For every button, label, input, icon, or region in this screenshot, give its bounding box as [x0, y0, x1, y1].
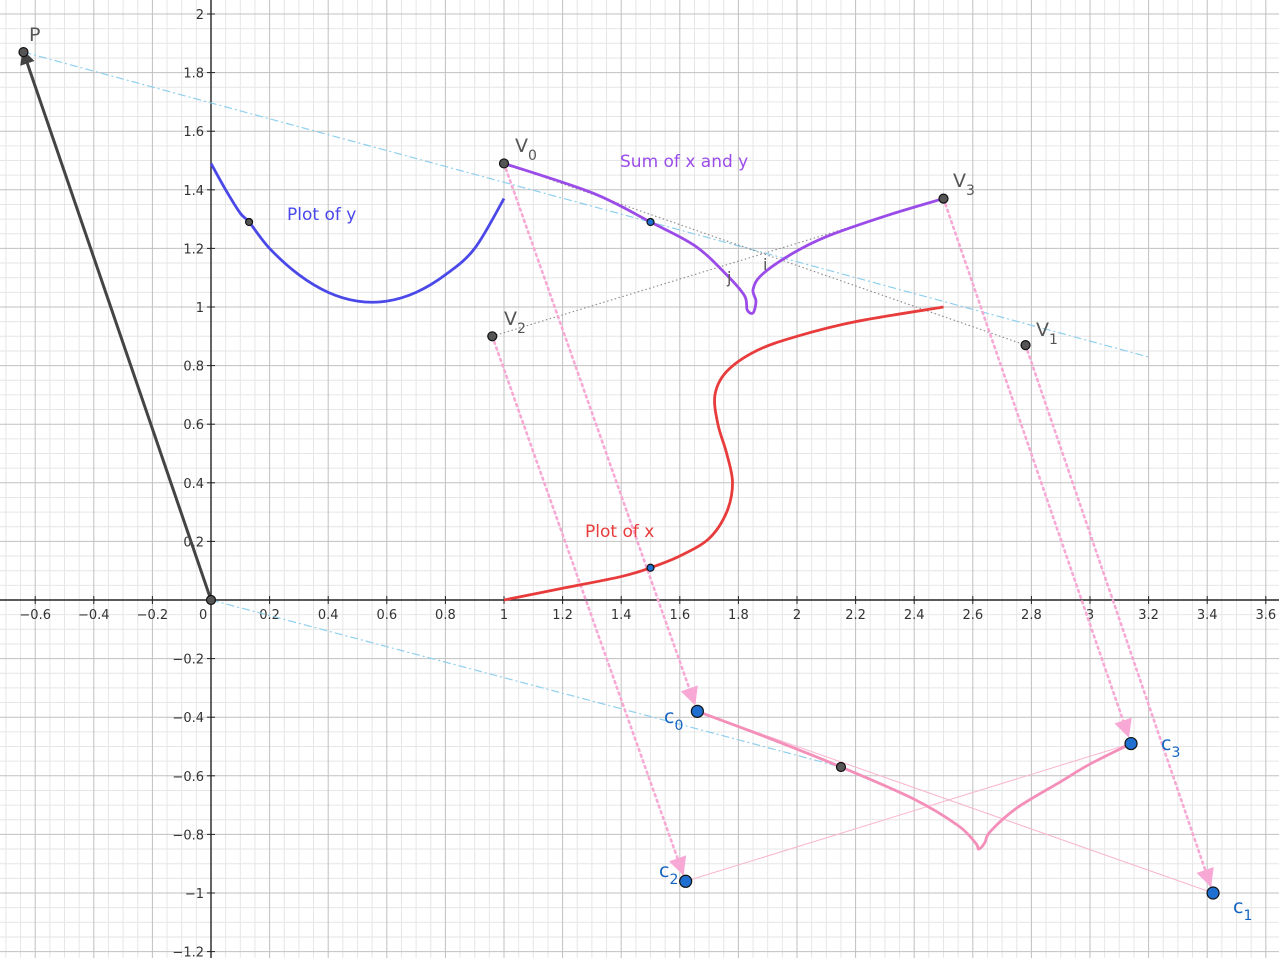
x-tick-label: −0.4: [78, 608, 110, 623]
y-tick-label: 0.6: [183, 418, 204, 433]
point-sum-marker[interactable]: [646, 217, 655, 227]
x-tick-label: 0.8: [435, 608, 456, 623]
x-tick-label: 1.2: [552, 608, 573, 623]
point-V2[interactable]: [487, 331, 498, 342]
y-tick-label: 2: [196, 8, 204, 23]
x-tick-label: 2.4: [904, 608, 925, 623]
point-P[interactable]: [18, 46, 29, 58]
point-c0[interactable]: [690, 704, 704, 718]
label-c0: c0: [664, 706, 683, 734]
label-i: i: [763, 255, 767, 274]
y-tick-label: 1.6: [183, 125, 204, 140]
label-V1: V1: [1036, 319, 1058, 348]
x-tick-label: 3.6: [1255, 608, 1276, 623]
label-V0: V0: [515, 135, 537, 164]
y-tick-label: −0.6: [172, 770, 204, 785]
point-plot-y-marker[interactable]: [244, 217, 254, 227]
x-tick-label: 0.4: [318, 608, 339, 623]
x-tick-label: 1.4: [611, 608, 632, 623]
x-tick-label: 0: [199, 608, 207, 623]
plot-of-x-label: Plot of x: [585, 522, 654, 542]
vector-origin-to-P: [20, 49, 213, 601]
y-tick-label: −1: [185, 887, 204, 902]
point-plot-x-marker[interactable]: [646, 563, 655, 572]
point-c2[interactable]: [679, 874, 693, 888]
x-tick-label: 2.8: [1021, 608, 1042, 623]
curve-plot-of-y: [209, 162, 506, 304]
y-tick-label: −0.2: [172, 653, 204, 668]
y-tick-label: −0.8: [172, 828, 204, 843]
guide-bottom-dashdot: [210, 599, 842, 768]
plot-of-y-label: Plot of y: [287, 205, 356, 225]
y-tick-label: −1.2: [172, 946, 204, 958]
label-V3: V3: [953, 170, 975, 199]
tick-labels: −0.6 −0.4 −0.2 0 0.2 0.4 0.6 0.8 1 1.2 1.4 1.6 1.8 2 2…: [19, 8, 1276, 958]
arrow-V1-to-c1: [1024, 343, 1214, 888]
arrow-V0-to-c0: [502, 162, 698, 706]
label-j: j: [726, 268, 731, 287]
x-tick-label: 2: [793, 608, 801, 623]
point-origin[interactable]: [205, 594, 217, 606]
x-tick-label: 3.4: [1197, 608, 1218, 623]
x-tick-label: −0.2: [137, 608, 169, 623]
arrow-V2-to-c2: [490, 334, 687, 876]
curve-plot-of-x: [503, 305, 944, 602]
point-c3[interactable]: [1124, 736, 1138, 751]
x-tick-label: −0.6: [19, 608, 51, 623]
point-c-marker[interactable]: [835, 761, 847, 773]
y-tick-label: 1.2: [183, 242, 204, 257]
label-c2: c2: [659, 860, 678, 888]
point-V1[interactable]: [1020, 339, 1031, 351]
y-tick-label: 1: [196, 301, 204, 316]
sum-label: Sum of x and y: [620, 152, 748, 172]
x-tick-label: 1.6: [669, 608, 690, 623]
y-tick-label: 0.2: [183, 535, 204, 550]
markers[interactable]: [18, 46, 1220, 900]
x-tick-label: 0.6: [376, 608, 397, 623]
x-tick-label: 1.8: [728, 608, 749, 623]
y-tick-label: −0.4: [172, 711, 204, 726]
x-tick-label: 1: [500, 608, 508, 623]
y-tick-label: 1.8: [183, 67, 204, 82]
label-P: P: [29, 24, 40, 46]
c-line-c2-c3: [685, 743, 1132, 882]
x-tick-label: 3.2: [1138, 608, 1159, 623]
label-c3: c3: [1161, 733, 1180, 761]
label-c1: c1: [1233, 896, 1252, 924]
labels: Plot of y Plot of x Sum of x and y P V0 …: [29, 24, 1252, 924]
point-V0[interactable]: [498, 158, 510, 169]
arrow-V3-to-c3: [942, 197, 1132, 738]
x-tick-label: 2.2: [845, 608, 866, 623]
guide-top-dashdot: [23, 51, 1149, 358]
guide-lines: [20, 49, 1214, 894]
x-tick-label: 3: [1086, 608, 1094, 623]
point-c1[interactable]: [1206, 886, 1220, 900]
y-tick-label: 0.4: [183, 477, 204, 492]
point-V3[interactable]: [938, 193, 949, 204]
c-line-c0-c1: [697, 710, 1214, 894]
x-tick-label: 2.6: [962, 608, 983, 623]
label-V2: V2: [504, 308, 526, 337]
y-tick-label: 1.4: [183, 184, 204, 199]
y-tick-label: 0.8: [183, 360, 204, 375]
